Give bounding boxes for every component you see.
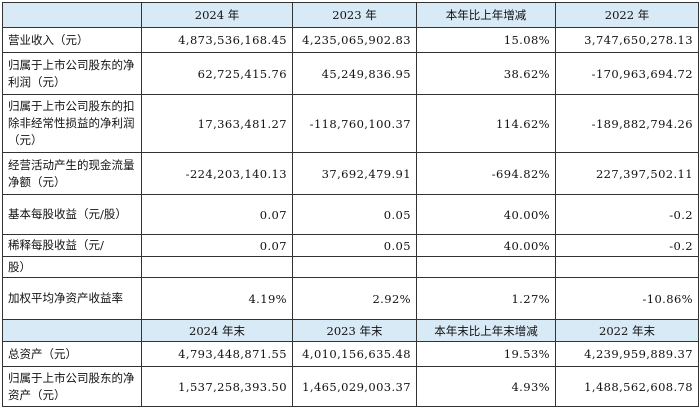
- row-label: 营业收入（元）: [2, 27, 142, 53]
- empty-cell: [141, 256, 293, 278]
- empty-cell: [555, 256, 699, 278]
- value-2022: -0.2: [555, 234, 699, 257]
- value-2023: 4,235,065,902.83: [292, 27, 417, 53]
- header-cell-2023-end: 2023 年末: [292, 319, 417, 342]
- value-change: 1.27%: [416, 277, 556, 320]
- value-2022: -170,963,694.72: [555, 52, 699, 95]
- table-row: 归属于上市公司股东的净资产（元） 1,537,258,393.50 1,465,…: [2, 366, 699, 407]
- row-label: 加权平均净资产收益率: [2, 277, 142, 320]
- empty-cell: [416, 256, 556, 278]
- table-row: 归属于上市公司股东的扣除非经常性损益的净利润（元） 17,363,481.27 …: [2, 94, 699, 153]
- value-change: 40.00%: [416, 194, 556, 235]
- value-2023: 4,010,156,635.48: [292, 341, 417, 367]
- table-row: 营业收入（元） 4,873,536,168.45 4,235,065,902.8…: [2, 27, 699, 53]
- value-2023: 45,249,836.95: [292, 52, 417, 95]
- value-2024: 0.07: [141, 194, 293, 235]
- value-change: 38.62%: [416, 52, 556, 95]
- value-2023: 2.92%: [292, 277, 417, 320]
- header-cell-change: 本年比上年增减: [416, 2, 556, 28]
- row-label: 归属于上市公司股东的扣除非经常性损益的净利润（元）: [2, 94, 142, 153]
- value-2024: 4,873,536,168.45: [141, 27, 293, 53]
- row-label: 总资产（元）: [2, 341, 142, 367]
- value-change: 114.62%: [416, 94, 556, 153]
- carry-label: 股）: [2, 256, 142, 278]
- value-2022: -0.2: [555, 194, 699, 235]
- row-label: 归属于上市公司股东的净利润（元）: [2, 52, 142, 95]
- header-row: 2024 年 2023 年 本年比上年增减 2022 年: [2, 2, 699, 28]
- header-cell-2022-end: 2022 年末: [555, 319, 699, 342]
- value-2023: 0.05: [292, 234, 417, 257]
- header-cell-blank: [2, 2, 142, 28]
- table-row: 经营活动产生的现金流量净额（元） -224,203,140.13 37,692,…: [2, 152, 699, 195]
- empty-cell: [292, 256, 417, 278]
- value-2024: 62,725,415.76: [141, 52, 293, 95]
- value-2023: 37,692,479.91: [292, 152, 417, 195]
- header-cell-2023: 2023 年: [292, 2, 417, 28]
- value-2023: 1,465,029,003.37: [292, 366, 417, 407]
- value-2024: 4,793,448,871.55: [141, 341, 293, 367]
- value-2024: 4.19%: [141, 277, 293, 320]
- value-change: -694.82%: [416, 152, 556, 195]
- table-row: 加权平均净资产收益率 4.19% 2.92% 1.27% -10.86%: [2, 277, 699, 320]
- value-change: 19.53%: [416, 341, 556, 367]
- table-row: 总资产（元） 4,793,448,871.55 4,010,156,635.48…: [2, 341, 699, 367]
- header-cell-2024: 2024 年: [141, 2, 293, 28]
- row-label: 基本每股收益（元/股）: [2, 194, 142, 235]
- value-2022: 3,747,650,278.13: [555, 27, 699, 53]
- table-row: 稀释每股收益（元/ 0.07 0.05 40.00% -0.2: [2, 234, 699, 257]
- row-label: 经营活动产生的现金流量净额（元）: [2, 152, 142, 195]
- header-cell-2024-end: 2024 年末: [141, 319, 293, 342]
- table-row: 基本每股收益（元/股） 0.07 0.05 40.00% -0.2: [2, 194, 699, 235]
- value-2024: 17,363,481.27: [141, 94, 293, 153]
- value-change: 40.00%: [416, 234, 556, 257]
- page-break-carry-row: 股）: [2, 256, 699, 278]
- header-cell-change-end: 本年末比上年末增减: [416, 319, 556, 342]
- value-2022: -10.86%: [555, 277, 699, 320]
- value-2024: -224,203,140.13: [141, 152, 293, 195]
- value-2024: 1,537,258,393.50: [141, 366, 293, 407]
- value-2024: 0.07: [141, 234, 293, 257]
- value-2023: 0.05: [292, 194, 417, 235]
- value-change: 15.08%: [416, 27, 556, 53]
- value-2022: -189,882,794.26: [555, 94, 699, 153]
- value-change: 4.93%: [416, 366, 556, 407]
- header-cell-blank: [2, 319, 142, 342]
- value-2022: 227,397,502.11: [555, 152, 699, 195]
- header-cell-2022: 2022 年: [555, 2, 699, 28]
- row-label: 稀释每股收益（元/: [2, 234, 142, 257]
- header-row-year-end: 2024 年末 2023 年末 本年末比上年末增减 2022 年末: [2, 319, 699, 342]
- value-2023: -118,760,100.37: [292, 94, 417, 153]
- value-2022: 4,239,959,889.37: [555, 341, 699, 367]
- value-2022: 1,488,562,608.78: [555, 366, 699, 407]
- row-label: 归属于上市公司股东的净资产（元）: [2, 366, 142, 407]
- table-row: 归属于上市公司股东的净利润（元） 62,725,415.76 45,249,83…: [2, 52, 699, 95]
